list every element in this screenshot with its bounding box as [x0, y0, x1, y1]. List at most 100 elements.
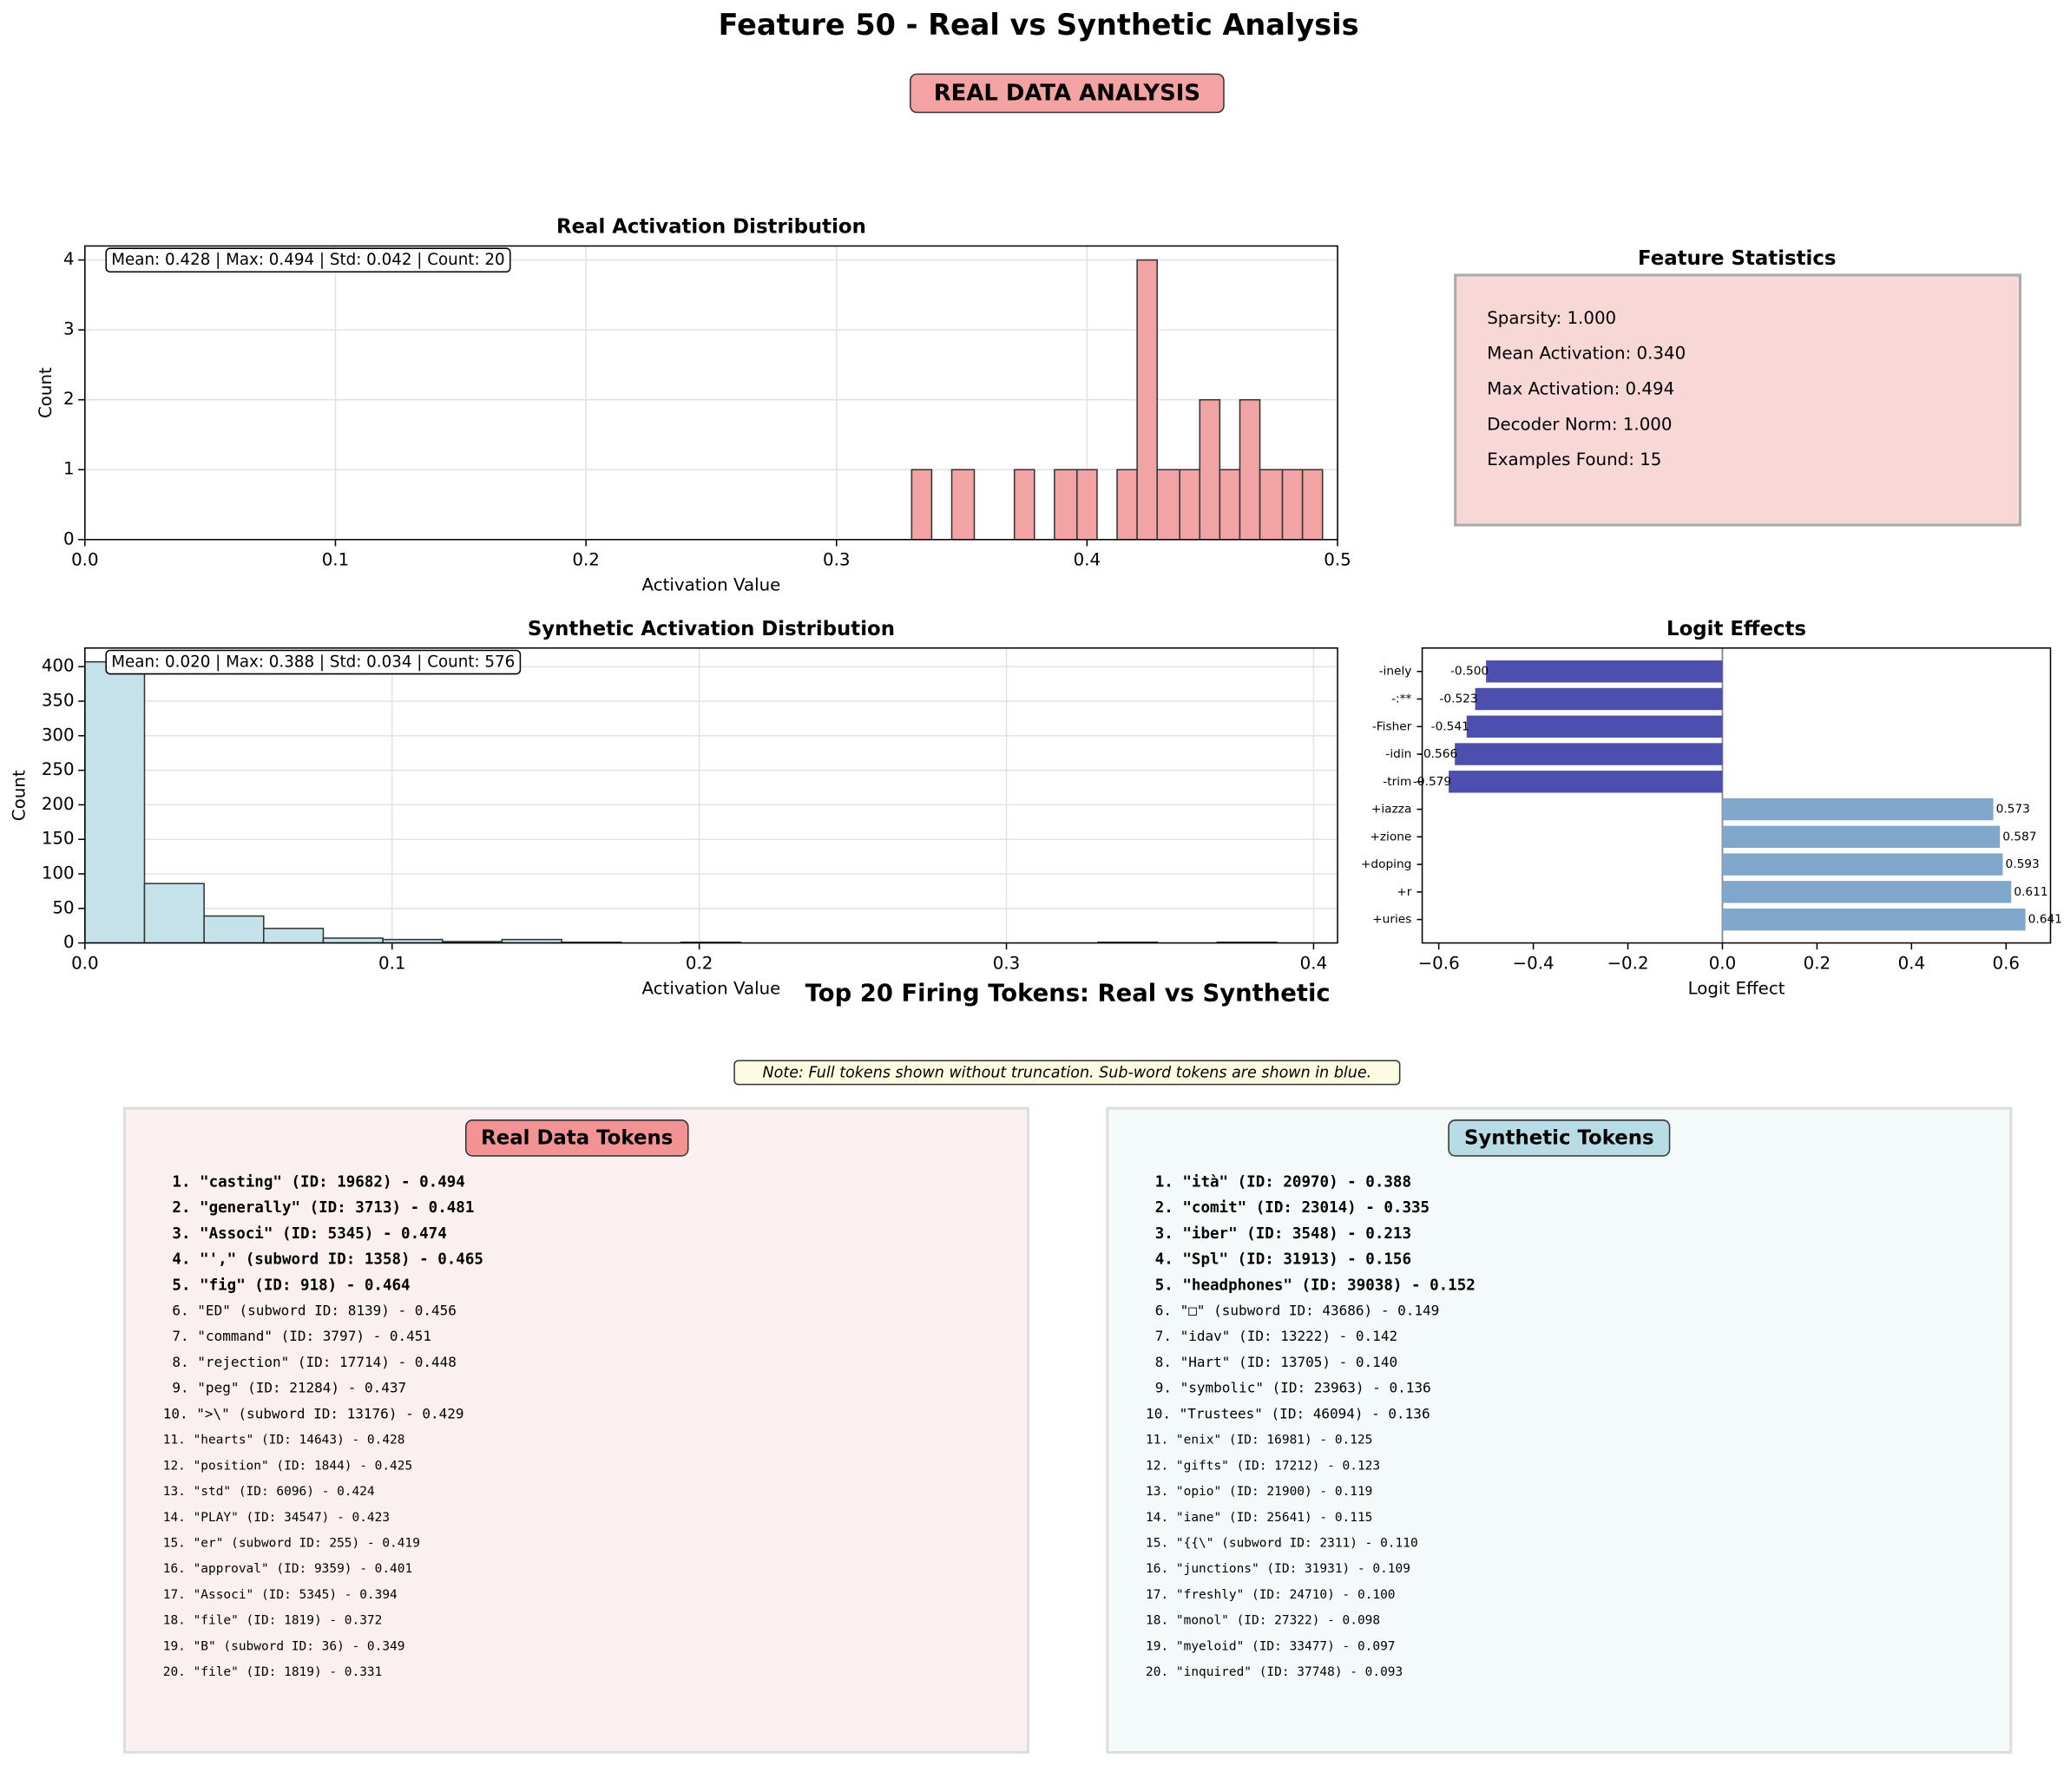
- token-item: 1. "casting" (ID: 19682) - 0.494: [172, 1173, 464, 1191]
- token-item: 19. "myeloid" (ID: 33477) - 0.097: [1146, 1639, 1395, 1653]
- value-label: -0.523: [1439, 693, 1477, 706]
- histogram-bar: [1013, 469, 1035, 540]
- annotation: Mean: 0.428 | Max: 0.494 | Std: 0.042 | …: [111, 251, 504, 269]
- chart-title: Logit Effects: [1666, 618, 1806, 640]
- x-tick-label: 0.0: [1709, 953, 1736, 973]
- token-item: 13. "std" (ID: 6096) - 0.424: [163, 1485, 375, 1499]
- x-axis-label: Activation Value: [642, 575, 781, 595]
- token-item: 10. ">\" (subword ID: 13176) - 0.429: [163, 1405, 464, 1421]
- stat-item: Sparsity: 1.000: [1487, 308, 1616, 328]
- histogram-bar: [1136, 259, 1158, 540]
- histogram-bar: [143, 883, 205, 943]
- stat-item: Max Activation: 0.494: [1487, 378, 1674, 398]
- histogram-bar: [263, 928, 325, 943]
- token-item: 11. "hearts" (ID: 14643) - 0.428: [163, 1434, 405, 1447]
- stat-item: Examples Found: 15: [1487, 450, 1661, 469]
- value-label: 0.593: [2006, 857, 2040, 871]
- token-item: 17. "Associ" (ID: 5345) - 0.394: [163, 1588, 398, 1602]
- annotation: Mean: 0.020 | Max: 0.388 | Std: 0.034 | …: [111, 653, 515, 672]
- value-label: -0.500: [1450, 665, 1489, 679]
- y-tick-label: 2: [63, 389, 75, 409]
- y-tick-label: -inely: [1379, 665, 1412, 679]
- x-tick-label: −0.6: [1418, 953, 1460, 973]
- token-item: 14. "PLAY" (ID: 34547) - 0.423: [163, 1511, 390, 1525]
- token-item: 8. "rejection" (ID: 17714) - 0.448: [172, 1354, 457, 1370]
- token-item: 18. "monol" (ID: 27322) - 0.098: [1146, 1614, 1380, 1628]
- token-item: 9. "peg" (ID: 21284) - 0.437: [172, 1380, 406, 1396]
- logit-bar: [1455, 743, 1723, 765]
- histogram-bar: [1301, 469, 1324, 540]
- logit-bar: [1722, 798, 1994, 821]
- token-item: 4. "Spl" (ID: 31913) - 0.156: [1155, 1251, 1411, 1269]
- y-tick-label: 150: [42, 829, 75, 849]
- y-tick-label: 3: [63, 319, 75, 339]
- chart-title: Synthetic Activation Distribution: [528, 618, 895, 640]
- histogram-bar: [322, 937, 384, 943]
- x-axis-label: Logit Effect: [1688, 978, 1785, 998]
- real-panel-title: Real Data Tokens: [481, 1127, 673, 1150]
- histogram-bar: [1199, 398, 1221, 540]
- plot-frame: [84, 647, 1338, 944]
- histogram-bar: [1219, 469, 1241, 540]
- token-item: 2. "comit" (ID: 23014) - 0.335: [1155, 1199, 1430, 1217]
- x-tick-label: 0.3: [993, 953, 1020, 973]
- x-tick-label: 0.6: [1993, 953, 2020, 973]
- value-label: 0.587: [2002, 830, 2036, 843]
- histogram-bar: [1156, 469, 1180, 540]
- x-tick-label: 0.0: [71, 550, 98, 570]
- logit-bar: [1722, 908, 2026, 931]
- token-item: 5. "headphones" (ID: 39038) - 0.152: [1155, 1277, 1476, 1294]
- histogram-bar: [1281, 469, 1304, 540]
- y-tick-label: 250: [42, 759, 75, 779]
- logit-bar: [1722, 825, 2001, 849]
- token-item: 1. "ità" (ID: 20970) - 0.388: [1155, 1173, 1411, 1191]
- synthetic-panel: [1106, 1106, 2013, 1754]
- logit-bar: [1722, 881, 2012, 903]
- histogram-bar: [1076, 469, 1098, 540]
- note: Note: Full tokens shown without truncati…: [763, 1065, 1372, 1082]
- token-item: 19. "B" (subword ID: 36) - 0.349: [163, 1639, 405, 1653]
- histogram-bar: [1179, 469, 1201, 540]
- y-tick-label: 50: [52, 897, 74, 917]
- value-label: 0.611: [2014, 885, 2048, 899]
- y-tick-label: -trim: [1383, 775, 1411, 789]
- token-item: 18. "file" (ID: 1819) - 0.372: [163, 1614, 383, 1628]
- x-tick-label: 0.2: [686, 953, 713, 973]
- x-tick-label: 0.1: [322, 550, 349, 570]
- y-tick-label: +uries: [1372, 913, 1411, 927]
- y-axis-label: Count: [36, 367, 56, 418]
- token-item: 11. "enix" (ID: 16981) - 0.125: [1146, 1434, 1372, 1447]
- token-item: 16. "junctions" (ID: 31931) - 0.109: [1146, 1562, 1410, 1576]
- token-item: 12. "gifts" (ID: 17212) - 0.123: [1146, 1459, 1380, 1473]
- value-label: -0.541: [1431, 719, 1469, 733]
- token-item: 10. "Trustees" (ID: 46094) - 0.136: [1146, 1405, 1430, 1421]
- token-item: 15. "er" (subword ID: 255) - 0.419: [163, 1536, 420, 1550]
- histogram-bar: [1259, 469, 1284, 540]
- histogram-bar: [1116, 469, 1138, 540]
- x-tick-label: 0.4: [1300, 953, 1327, 973]
- plot-frame: [1421, 647, 2052, 944]
- token-item: 9. "symbolic" (ID: 23963) - 0.136: [1155, 1380, 1431, 1396]
- token-item: 2. "generally" (ID: 3713) - 0.481: [172, 1199, 474, 1217]
- token-item: 13. "opio" (ID: 21900) - 0.119: [1146, 1485, 1372, 1499]
- note-box: [733, 1060, 1401, 1086]
- value-label: -0.566: [1419, 747, 1457, 761]
- logit-bar: [1449, 771, 1723, 793]
- token-item: 20. "inquired" (ID: 37748) - 0.093: [1146, 1665, 1403, 1679]
- figure-title: Feature 50 - Real vs Synthetic Analysis: [719, 8, 1359, 42]
- token-item: 4. "'," (subword ID: 1358) - 0.465: [172, 1251, 483, 1269]
- stat-item: Mean Activation: 0.340: [1487, 344, 1686, 364]
- tokens-title: Top 20 Firing Tokens: Real vs Synthetic: [805, 981, 1331, 1008]
- plot-frame: [84, 245, 1338, 541]
- y-tick-label: 0: [63, 528, 75, 548]
- x-tick-label: 0.4: [1898, 953, 1925, 973]
- token-item: 15. "{{\" (subword ID: 2311) - 0.110: [1146, 1536, 1418, 1550]
- y-tick-label: 4: [63, 249, 75, 269]
- y-tick-label: -Fisher: [1372, 719, 1412, 733]
- real-panel: [123, 1106, 1029, 1754]
- value-label: 0.641: [2028, 913, 2062, 927]
- histogram-bar: [84, 660, 146, 943]
- x-tick-label: −0.2: [1607, 953, 1648, 973]
- token-item: 20. "file" (ID: 1819) - 0.331: [163, 1665, 383, 1679]
- synthetic-panel-title: Synthetic Tokens: [1464, 1127, 1654, 1150]
